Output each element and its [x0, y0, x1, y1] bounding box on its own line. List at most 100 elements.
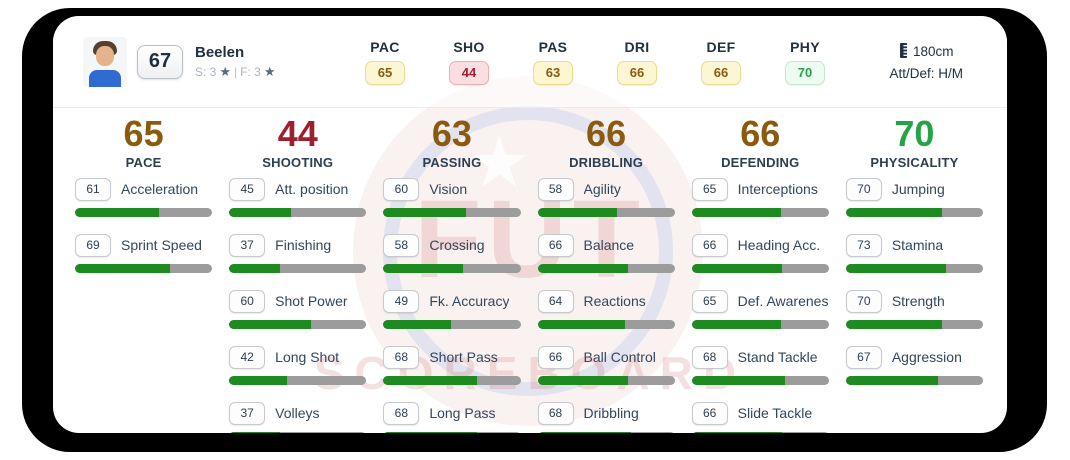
workrate-value: Att/Def: H/M [889, 65, 963, 81]
stat-progress-fill [383, 376, 477, 385]
stat-row-short-pass: 68 Short Pass [383, 345, 521, 385]
stat-value-badge: 68 [383, 345, 420, 369]
stat-progress-fill [75, 208, 159, 217]
stat-label: Short Pass [429, 349, 498, 365]
stat-progress-fill [383, 208, 466, 217]
player-photo [83, 36, 127, 87]
stat-label: Def. Awareness [737, 293, 829, 309]
stat-label: Strength [891, 293, 945, 309]
stat-progress-bar [383, 208, 521, 217]
stat-progress-bar [229, 432, 367, 433]
column-total: 44 [277, 113, 318, 154]
stat-progress-fill [691, 376, 785, 385]
stat-label: Jumping [891, 181, 945, 197]
top-stat-value-badge: 44 [449, 60, 489, 85]
stat-row-dribbling: 68 Dribbling [537, 401, 675, 433]
stat-progress-fill [845, 320, 942, 329]
stat-row-balance: 66 Balance [537, 233, 675, 273]
column-name: DRIBBLING [569, 155, 644, 170]
stat-progress-bar [75, 208, 213, 217]
stat-progress-fill [229, 320, 312, 329]
stat-progress-bar [229, 320, 367, 329]
top-stat-label: DEF [706, 38, 736, 55]
stat-label: Long Shot [275, 349, 339, 365]
stat-row-agility: 58 Agility [537, 177, 675, 217]
avatar-shirt [89, 69, 121, 87]
top-stat-label: PAC [370, 38, 400, 55]
stat-progress-bar [691, 432, 829, 433]
stat-value-badge: 67 [845, 345, 882, 369]
stat-value-badge: 37 [229, 233, 266, 257]
stat-progress-bar [229, 376, 367, 385]
stat-progress-fill [845, 264, 946, 273]
stat-label: Aggression [891, 349, 962, 365]
stat-row-att-position: 45 Att. position [229, 177, 367, 217]
top-stat-phy: PHY 70 [763, 39, 847, 85]
stat-label: Reactions [583, 293, 646, 309]
stat-value-badge: 73 [845, 233, 882, 257]
stat-row-jumping: 70 Jumping [845, 177, 983, 217]
stat-row-sprint-speed: 69 Sprint Speed [75, 233, 213, 273]
stat-label: Shot Power [275, 293, 348, 309]
top-stat-pas: PAS 63 [511, 39, 595, 85]
skill-moves-label: S: 3 [195, 64, 217, 79]
stat-label: Heading Acc. [737, 237, 821, 253]
stat-progress-fill [229, 376, 287, 385]
column-name: DEFENDING [721, 155, 800, 170]
stat-value-badge: 66 [691, 233, 728, 257]
top-stat-value-badge: 65 [365, 60, 405, 85]
stat-column-physicality: 70 PHYSICALITY 70 Jumping 73 Stamina 70 Str… [845, 114, 983, 433]
stat-value-badge: 70 [845, 177, 882, 201]
stat-value-badge: 60 [229, 289, 266, 313]
stat-progress-bar [691, 320, 829, 329]
stat-progress-fill [691, 320, 781, 329]
stat-progress-bar [383, 320, 521, 329]
stat-value-badge: 70 [845, 289, 882, 313]
stat-progress-fill [691, 432, 783, 433]
stat-label: Finishing [275, 237, 332, 253]
stat-progress-bar [845, 320, 983, 329]
stat-progress-fill [537, 376, 629, 385]
player-stats-card: ★ FUT SCOREBOARD 67 Beelen S: 3 ★ | F: 3… [53, 16, 1007, 433]
stat-progress-bar [537, 208, 675, 217]
stat-progress-fill [229, 432, 280, 433]
stat-progress-fill [845, 376, 938, 385]
stat-label: Interceptions [737, 181, 818, 197]
top-stat-def: DEF 66 [679, 39, 763, 85]
separator: | [234, 64, 238, 79]
stat-row-long-pass: 68 Long Pass [383, 401, 521, 433]
stat-value-badge: 66 [537, 345, 574, 369]
stat-progress-fill [845, 208, 942, 217]
top-stat-dri: DRI 66 [595, 39, 679, 85]
stat-progress-bar [537, 320, 675, 329]
stat-label: Slide Tackle [737, 405, 813, 421]
stat-row-vision: 60 Vision [383, 177, 521, 217]
stat-column-passing: 63 PASSING 60 Vision 58 Crossing 49 Fk. Acc… [383, 114, 521, 433]
column-total: 66 [586, 113, 627, 154]
height-line: 180cm [889, 42, 963, 61]
stat-column-dribbling: 66 DRIBBLING 58 Agility 66 Balance 64 React… [537, 113, 675, 433]
stat-progress-bar [229, 264, 367, 273]
stat-progress-fill [229, 264, 280, 273]
stat-value-badge: 58 [383, 233, 420, 257]
stat-row-finishing: 37 Finishing [229, 233, 367, 273]
player-name[interactable]: Beelen [195, 43, 245, 61]
stat-row-aggression: 67 Aggression [845, 345, 983, 385]
stat-value-badge: 60 [383, 177, 420, 201]
stat-progress-bar [537, 376, 675, 385]
height-value: 180cm [912, 44, 954, 59]
stat-progress-bar [537, 432, 675, 433]
player-header: 67 Beelen S: 3 ★ | F: 3 ★ PAC 65 SHO [53, 16, 1007, 108]
stat-progress-bar [691, 376, 829, 385]
stat-row-strength: 70 Strength [845, 289, 983, 329]
stat-row-long-shot: 42 Long Shot [229, 345, 367, 385]
stat-row-acceleration: 61 Acceleration [75, 177, 213, 217]
skill-star-icon: ★ [219, 63, 232, 79]
stat-value-badge: 64 [537, 289, 574, 313]
skill-weakfoot-row: S: 3 ★ | F: 3 ★ [195, 64, 305, 80]
stat-label: Agility [583, 181, 621, 197]
stat-progress-fill [537, 208, 618, 217]
stat-label: Stamina [891, 237, 944, 253]
stat-row-volleys: 37 Volleys [229, 401, 367, 433]
